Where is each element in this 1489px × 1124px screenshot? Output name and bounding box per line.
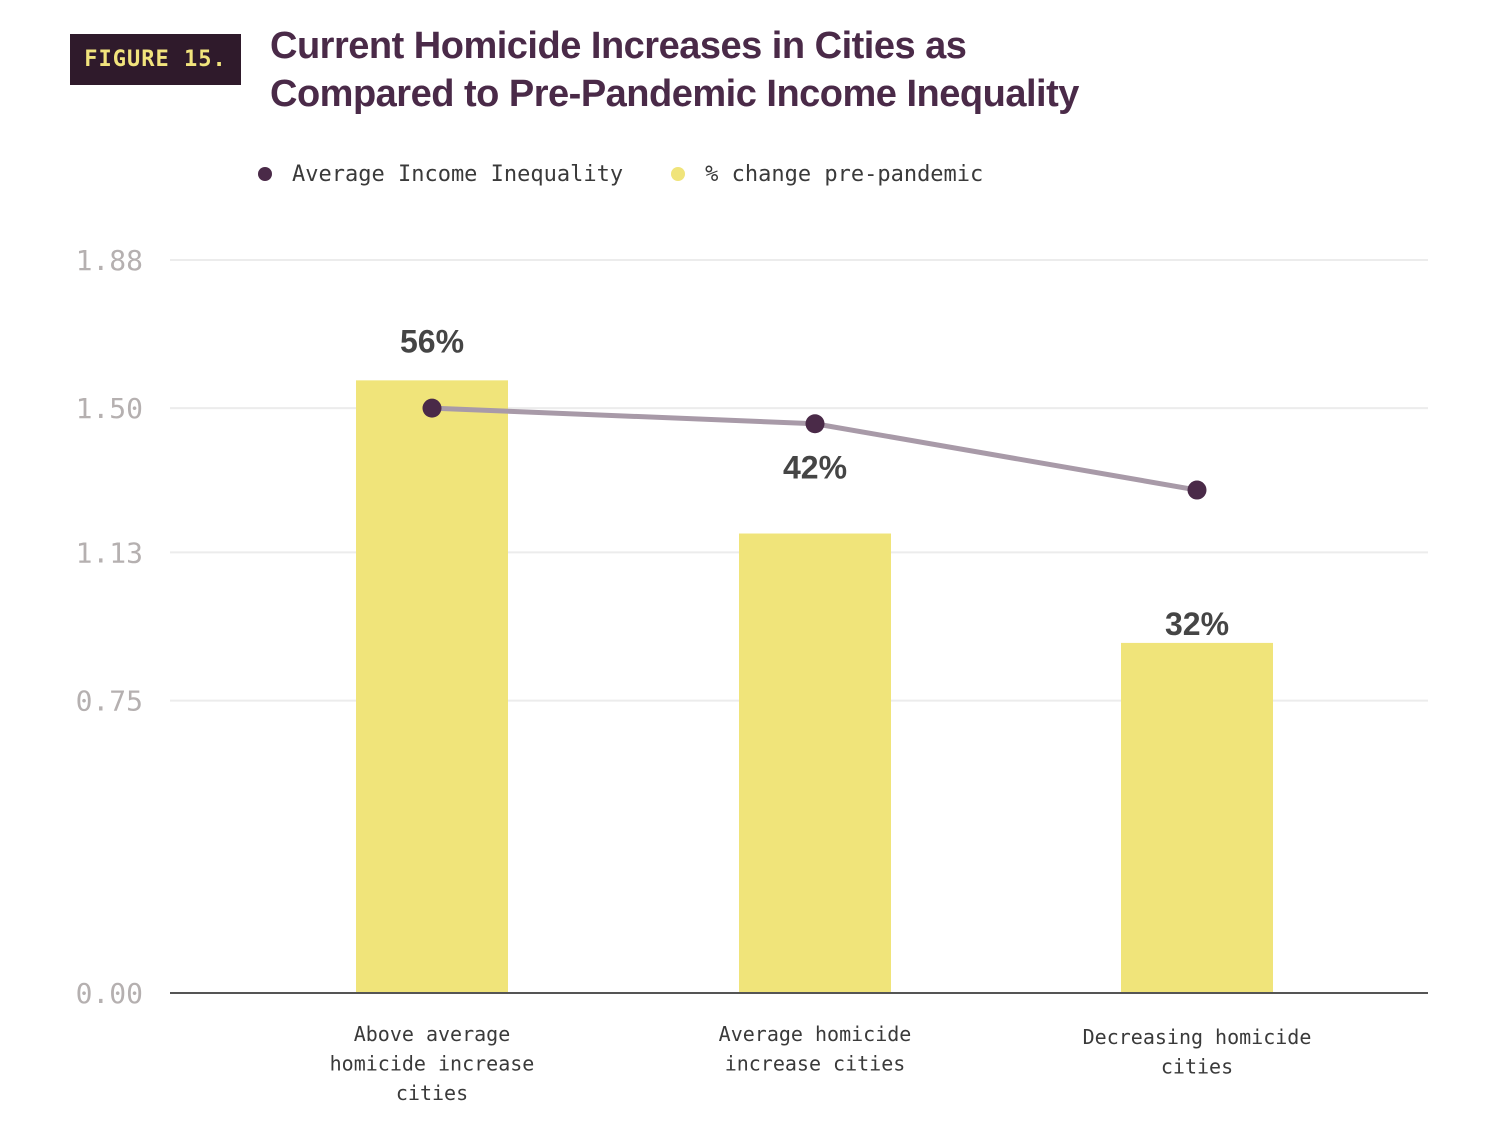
- y-tick-label: 1.50: [76, 392, 143, 425]
- chart-title: Current Homicide Increases in Cities as …: [270, 22, 1370, 118]
- line-point: [1187, 480, 1207, 500]
- legend-label-inequality: Average Income Inequality: [292, 161, 624, 187]
- x-category-label: Above average: [354, 1022, 511, 1046]
- bar: [1121, 642, 1273, 993]
- bar: [356, 380, 508, 994]
- bar-value-label: 32%: [1165, 606, 1229, 642]
- legend-dot-inequality: [258, 167, 272, 181]
- y-tick-label: 1.88: [76, 244, 143, 277]
- legend-item-inequality: Average Income Inequality: [258, 162, 623, 187]
- line-point: [805, 414, 825, 434]
- x-category-label: Average homicide: [719, 1022, 912, 1046]
- line-point: [422, 398, 442, 418]
- bar-value-label: 42%: [783, 450, 847, 486]
- legend-label-change: % change pre-pandemic: [705, 161, 984, 187]
- title-line-1: Current Homicide Increases in Cities as: [270, 25, 967, 67]
- y-tick-label: 0.75: [76, 685, 143, 718]
- y-tick-label: 1.13: [76, 536, 143, 569]
- figure-label: FIGURE 15.: [70, 34, 241, 85]
- x-category-label: Decreasing homicide: [1083, 1025, 1312, 1049]
- x-category-label: homicide increase: [330, 1052, 535, 1076]
- x-category-label: cities: [1161, 1055, 1233, 1079]
- x-category-label: increase cities: [725, 1052, 906, 1076]
- x-category-label: cities: [396, 1081, 468, 1105]
- title-line-2: Compared to Pre-Pandemic Income Inequali…: [270, 73, 1079, 115]
- bar-value-label: 56%: [400, 323, 464, 359]
- legend: Average Income Inequality % change pre-p…: [258, 158, 1031, 190]
- y-tick-label: 0.00: [76, 977, 143, 1010]
- legend-item-change: % change pre-pandemic: [671, 162, 983, 187]
- legend-dot-change: [671, 167, 686, 181]
- bar: [739, 533, 891, 993]
